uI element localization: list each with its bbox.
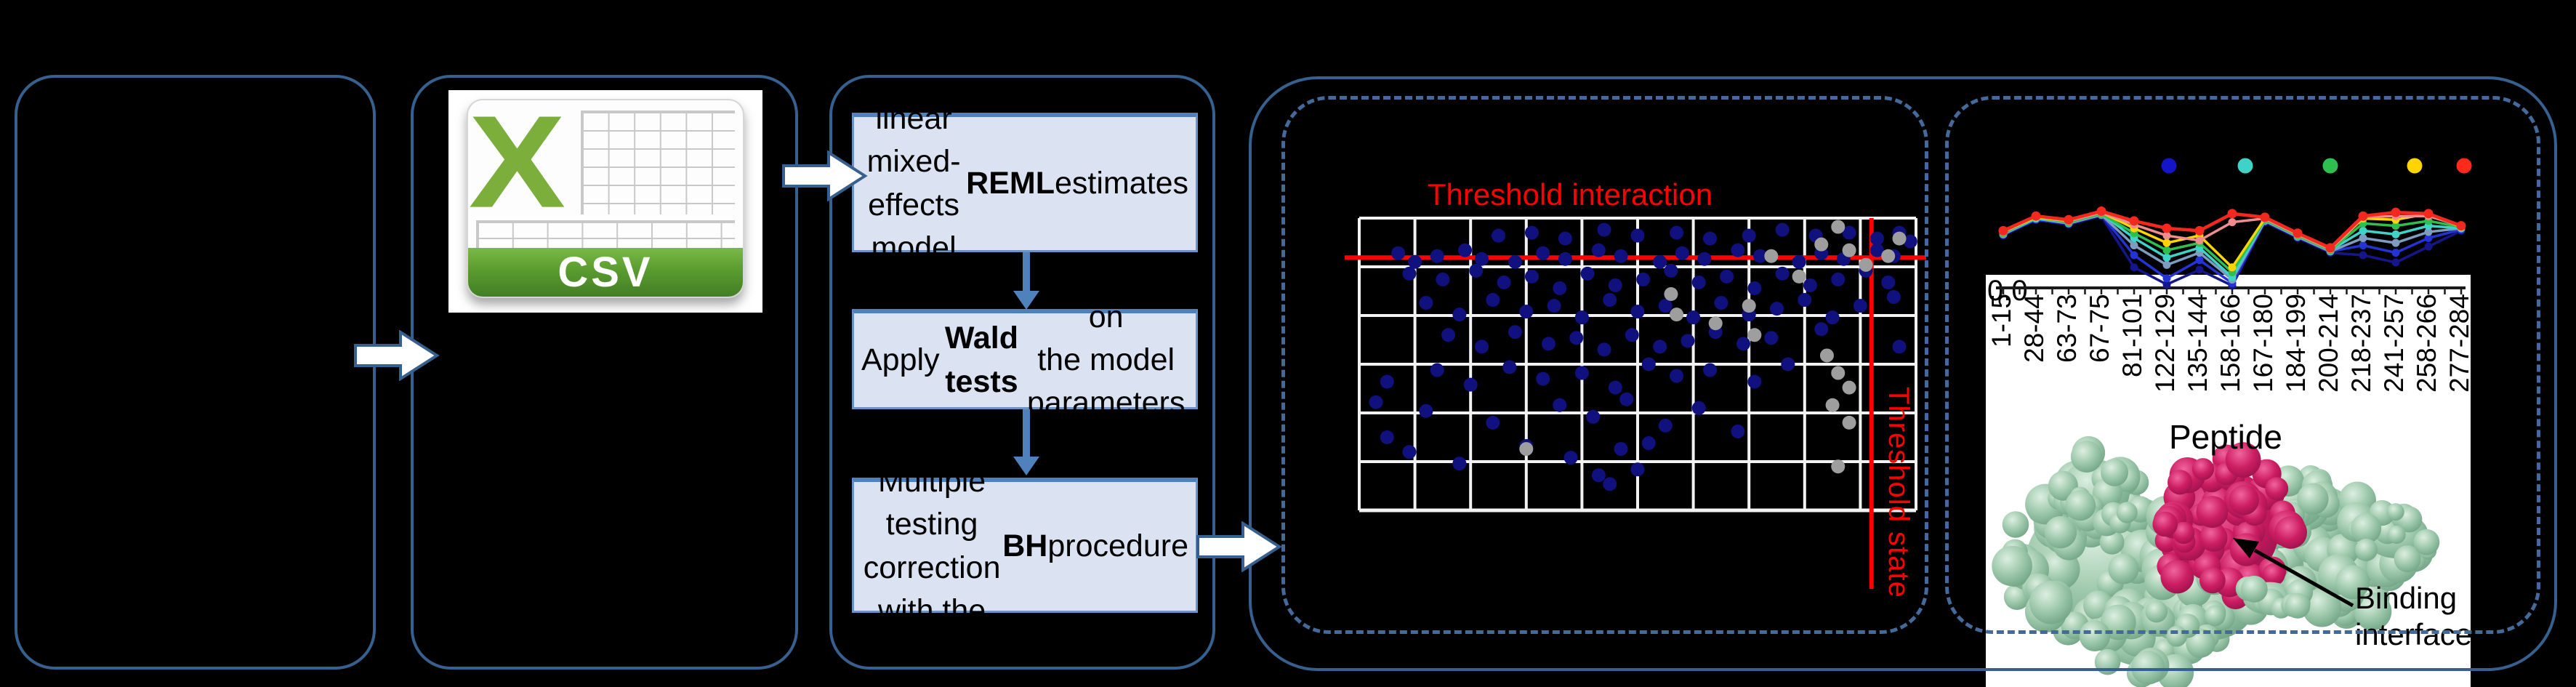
csv-banner: CSV — [468, 247, 743, 297]
input-panel — [15, 75, 376, 670]
spreadsheet-grid-icon — [580, 110, 735, 214]
step-text: Apply — [861, 342, 940, 377]
step-text: Multiple testing correction with the — [863, 463, 1001, 628]
legend-dot-icon — [2322, 158, 2338, 174]
threshold-scatter-plot — [1345, 217, 1926, 589]
step-text-bold: Wald tests — [944, 321, 1018, 399]
binding-interface-arrow-icon — [2233, 538, 2354, 608]
scatter-result-panel — [1281, 96, 1928, 634]
pipeline-panel — [829, 75, 1215, 670]
step-text: on the model parameters — [1026, 299, 1186, 421]
pipeline-step-wald: Apply Wald tests on the model parameters — [852, 300, 1198, 420]
spreadsheet-grid-icon — [476, 220, 735, 250]
legend-dot-icon — [2237, 158, 2253, 174]
y-axis-tick-label: 0.0 — [1987, 275, 2028, 307]
results-container-panel — [1249, 76, 2557, 671]
step-text-bold: BH — [1002, 528, 1048, 563]
csv-label: CSV — [558, 248, 653, 296]
flow-arrow-right-icon — [782, 150, 868, 201]
pipeline-step-bh: Multiple testing correction with the BH … — [852, 464, 1198, 628]
uptake-line-chart — [1996, 158, 2472, 294]
flow-arrow-right-icon — [354, 330, 440, 381]
step-text: estimates — [1054, 165, 1188, 201]
legend-dot-icon — [2161, 158, 2177, 174]
scatter-points-series-not-significant — [1519, 220, 1907, 474]
flow-arrow-down-icon — [1013, 252, 1039, 475]
legend-dot-icon — [2407, 158, 2423, 174]
protein-surface-image — [1992, 436, 2440, 687]
flow-arrow-right-icon — [1196, 521, 1282, 572]
figure-white-area: 0.0 1-15 28-44 63-73 67-75 81-101 122-129 135-… — [1986, 275, 2471, 687]
scatter-title: Threshold interaction — [1427, 177, 1713, 212]
binding-interface-label: Binding interface — [2355, 581, 2471, 652]
pipeline-step-reml: Fit a linear mixed- effects model with R… — [852, 58, 1198, 308]
protein-surface-blobs — [1992, 436, 2440, 687]
csv-card: X CSV — [467, 99, 744, 298]
peptide-result-panel — [1945, 96, 2540, 634]
excel-x-icon: X — [468, 99, 566, 236]
step-text-bold: REML — [966, 165, 1055, 201]
scatter-points-series-significant — [1369, 222, 1917, 491]
threshold-state-label: Threshold state — [1883, 387, 1915, 598]
csv-file-icon: X CSV — [448, 90, 762, 313]
step-text: procedure — [1047, 528, 1188, 563]
csv-panel — [411, 75, 798, 670]
x-axis-title: Peptide — [2168, 418, 2282, 456]
legend-dot-icon — [2456, 158, 2472, 174]
